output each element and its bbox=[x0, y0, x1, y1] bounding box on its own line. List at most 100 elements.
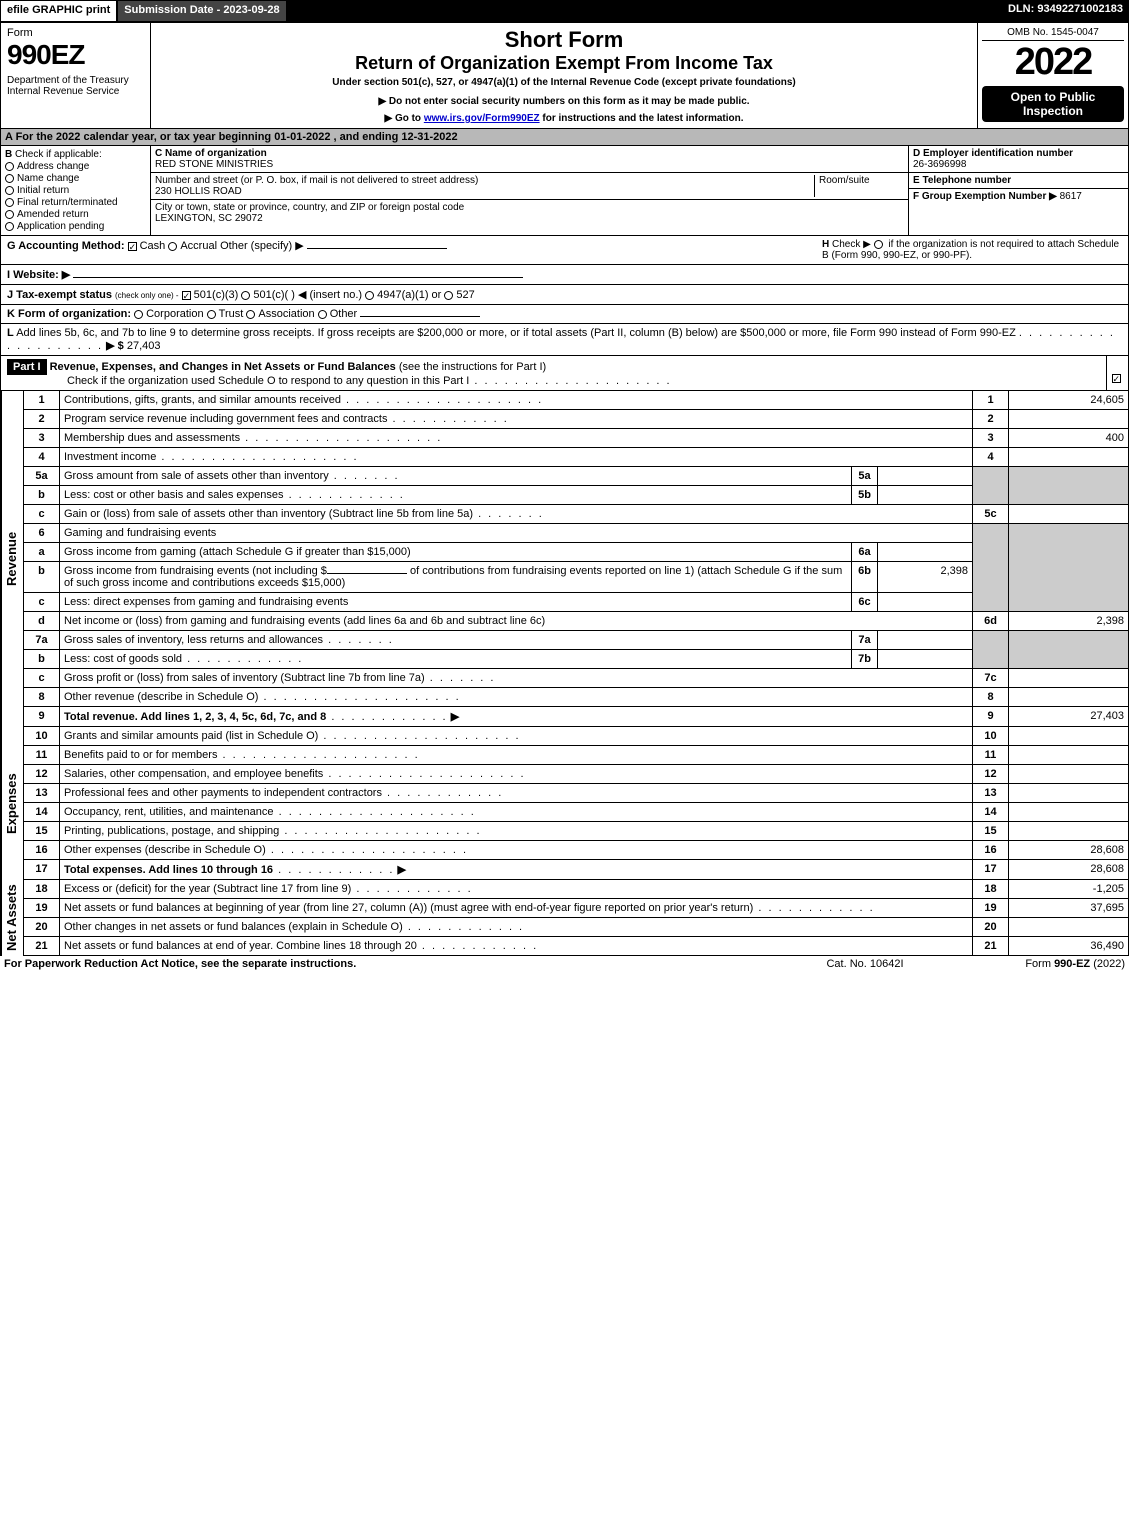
street-address: 230 HOLLIS ROAD bbox=[155, 186, 242, 197]
checkbox-corporation[interactable] bbox=[134, 310, 143, 319]
open-to-public-badge: Open to Public Inspection bbox=[982, 86, 1124, 122]
line9-value: 27,403 bbox=[1009, 707, 1129, 727]
checkbox-initial-return[interactable] bbox=[5, 186, 14, 195]
checkbox-501c3[interactable] bbox=[182, 291, 191, 300]
other-method-input[interactable] bbox=[307, 248, 447, 249]
under-section-text: Under section 501(c), 527, or 4947(a)(1)… bbox=[155, 77, 973, 88]
checkbox-cash[interactable] bbox=[128, 242, 137, 251]
revenue-vertical-label: Revenue bbox=[1, 391, 23, 727]
line20-value bbox=[1009, 918, 1129, 937]
checkbox-trust[interactable] bbox=[207, 310, 216, 319]
line8-value bbox=[1009, 688, 1129, 707]
page-footer: For Paperwork Reduction Act Notice, see … bbox=[0, 956, 1129, 972]
line3-value: 400 bbox=[1009, 429, 1129, 448]
irs-link[interactable]: www.irs.gov/Form990EZ bbox=[424, 113, 540, 124]
form-label: Form bbox=[7, 27, 144, 39]
net-assets-table: 18Excess or (deficit) for the year (Subt… bbox=[23, 880, 1129, 956]
irs-label: Internal Revenue Service bbox=[7, 86, 144, 97]
website-input[interactable] bbox=[73, 277, 523, 278]
checkbox-schedule-o-part1[interactable] bbox=[1112, 374, 1121, 383]
efile-print-button[interactable]: efile GRAPHIC print bbox=[1, 1, 116, 21]
city-state-zip: LEXINGTON, SC 29072 bbox=[155, 213, 263, 224]
short-form-title: Short Form bbox=[155, 27, 973, 53]
dept-label: Department of the Treasury bbox=[7, 75, 144, 86]
checkbox-other-org[interactable] bbox=[318, 310, 327, 319]
line6d-value: 2,398 bbox=[1009, 612, 1129, 631]
line13-value bbox=[1009, 784, 1129, 803]
form-number: 990EZ bbox=[7, 39, 144, 71]
checkbox-application-pending[interactable] bbox=[5, 222, 14, 231]
revenue-section: Revenue 1Contributions, gifts, grants, a… bbox=[0, 391, 1129, 727]
line5c-value bbox=[1009, 505, 1129, 524]
checkbox-accrual[interactable] bbox=[168, 242, 177, 251]
room-suite-label: Room/suite bbox=[814, 175, 904, 197]
form-header: Form 990EZ Department of the Treasury In… bbox=[0, 22, 1129, 129]
part-1-badge: Part I bbox=[7, 359, 47, 375]
line11-value bbox=[1009, 746, 1129, 765]
goto-instruction: ▶ Go to www.irs.gov/Form990EZ for instru… bbox=[155, 113, 973, 124]
main-title: Return of Organization Exempt From Incom… bbox=[155, 53, 973, 74]
checkbox-final-return[interactable] bbox=[5, 198, 14, 207]
top-bar: efile GRAPHIC print Submission Date - 20… bbox=[0, 0, 1129, 22]
gross-receipts-value: 27,403 bbox=[127, 340, 161, 352]
checkbox-address-change[interactable] bbox=[5, 162, 14, 171]
checkbox-name-change[interactable] bbox=[5, 174, 14, 183]
line7c-value bbox=[1009, 669, 1129, 688]
line15-value bbox=[1009, 822, 1129, 841]
row-l-gross-receipts: L Add lines 5b, 6c, and 7b to line 9 to … bbox=[0, 324, 1129, 356]
catalog-number: Cat. No. 10642I bbox=[765, 958, 965, 970]
line21-value: 36,490 bbox=[1009, 937, 1129, 956]
line17-value: 28,608 bbox=[1009, 860, 1129, 880]
line12-value bbox=[1009, 765, 1129, 784]
checkbox-527[interactable] bbox=[444, 291, 453, 300]
org-name: RED STONE MINISTRIES bbox=[155, 159, 273, 170]
other-org-input[interactable] bbox=[360, 316, 480, 317]
box-b-label: B bbox=[5, 149, 12, 160]
expenses-vertical-label: Expenses bbox=[1, 727, 23, 880]
group-exemption-label: F Group Exemption Number bbox=[913, 191, 1046, 202]
form-ref: Form 990-EZ (2022) bbox=[965, 958, 1125, 970]
submission-date-button[interactable]: Submission Date - 2023-09-28 bbox=[118, 1, 285, 21]
box-b-checkboxes: B Check if applicable: Address change Na… bbox=[1, 146, 151, 235]
line19-value: 37,695 bbox=[1009, 899, 1129, 918]
line1-value: 24,605 bbox=[1009, 391, 1129, 410]
checkbox-schedule-b[interactable] bbox=[874, 240, 883, 249]
group-exemption-number: 8617 bbox=[1060, 191, 1082, 202]
row-k-org-form: K Form of organization: Corporation Trus… bbox=[0, 305, 1129, 324]
checkbox-4947[interactable] bbox=[365, 291, 374, 300]
net-assets-section: Net Assets 18Excess or (deficit) for the… bbox=[0, 880, 1129, 956]
checkbox-501c[interactable] bbox=[241, 291, 250, 300]
identity-row: B Check if applicable: Address change Na… bbox=[0, 146, 1129, 236]
line14-value bbox=[1009, 803, 1129, 822]
section-a-period: A For the 2022 calendar year, or tax yea… bbox=[0, 129, 1129, 146]
paperwork-notice: For Paperwork Reduction Act Notice, see … bbox=[4, 958, 765, 970]
line16-value: 28,608 bbox=[1009, 841, 1129, 860]
checkbox-association[interactable] bbox=[246, 310, 255, 319]
part-1-header: Part I Revenue, Expenses, and Changes in… bbox=[0, 356, 1129, 391]
net-assets-vertical-label: Net Assets bbox=[1, 880, 23, 956]
phone-label: E Telephone number bbox=[913, 175, 1011, 186]
omb-number: OMB No. 1545-0047 bbox=[982, 25, 1124, 41]
line6b-value: 2,398 bbox=[878, 562, 973, 593]
dln-label: DLN: 93492271002183 bbox=[1002, 0, 1129, 22]
tax-year: 2022 bbox=[982, 41, 1124, 84]
line10-value bbox=[1009, 727, 1129, 746]
line18-value: -1,205 bbox=[1009, 880, 1129, 899]
box-h-label: H bbox=[822, 239, 829, 250]
row-j-tax-status: J Tax-exempt status (check only one) - 5… bbox=[0, 285, 1129, 305]
ein-value: 26-3696998 bbox=[913, 159, 966, 170]
line6b-contrib-input[interactable] bbox=[327, 573, 407, 574]
row-i-website: I Website: ▶ bbox=[0, 265, 1129, 285]
ein-label: D Employer identification number bbox=[913, 148, 1073, 159]
ssn-warning: ▶ Do not enter social security numbers o… bbox=[155, 96, 973, 107]
line4-value bbox=[1009, 448, 1129, 467]
line2-value bbox=[1009, 410, 1129, 429]
revenue-table: 1Contributions, gifts, grants, and simil… bbox=[23, 391, 1129, 727]
checkbox-amended-return[interactable] bbox=[5, 210, 14, 219]
box-c-address: C Name of organizationRED STONE MINISTRI… bbox=[151, 146, 908, 235]
right-info-column: D Employer identification number26-36969… bbox=[908, 146, 1128, 235]
expenses-section: Expenses 10Grants and similar amounts pa… bbox=[0, 727, 1129, 880]
accounting-method-label: G Accounting Method: bbox=[7, 240, 125, 252]
row-g-h: G Accounting Method: Cash Accrual Other … bbox=[0, 236, 1129, 265]
expenses-table: 10Grants and similar amounts paid (list … bbox=[23, 727, 1129, 880]
